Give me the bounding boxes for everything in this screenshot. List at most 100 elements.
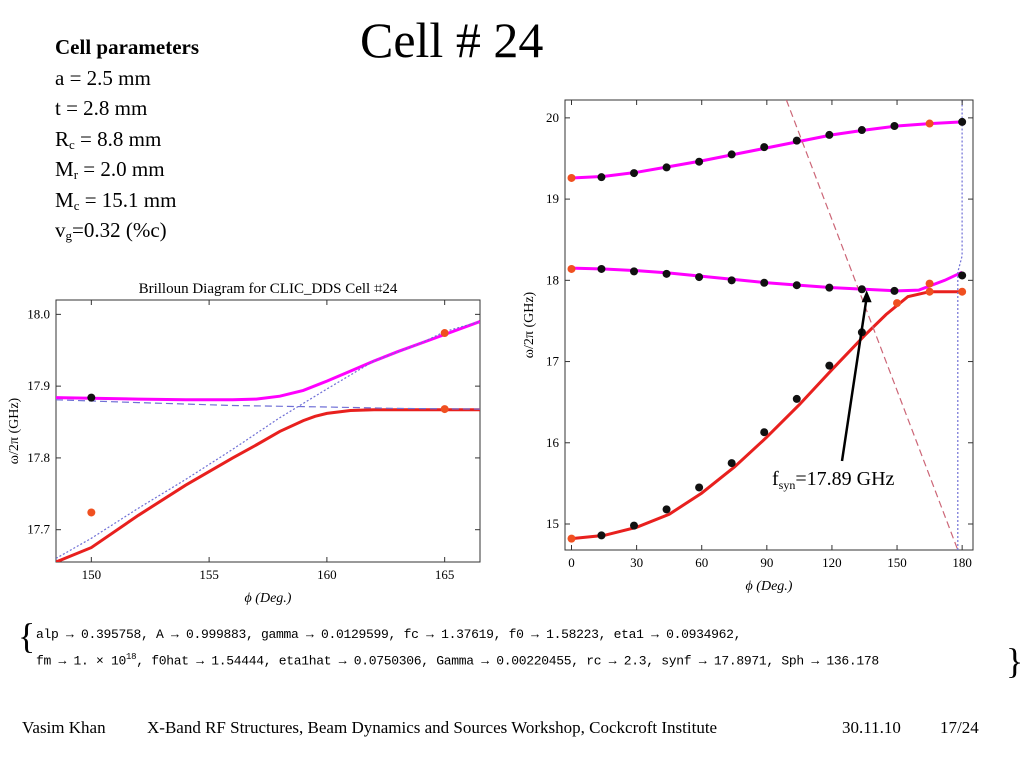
param-name: M	[55, 157, 74, 181]
fit-parameters-line-2: fm → 1. × 1018, f0hat → 1.54444, eta1hat…	[36, 652, 879, 668]
data-point	[440, 329, 449, 338]
x-tick-label: 165	[435, 567, 455, 582]
data-point	[825, 361, 834, 370]
data-point	[792, 136, 801, 145]
data-point	[825, 283, 834, 292]
y-tick-label: 18	[546, 272, 559, 287]
x-tick-label: 160	[317, 567, 337, 582]
cell-parameters-heading: Cell parameters	[55, 35, 200, 59]
param-subscript: c	[69, 136, 75, 152]
x-tick-label: 60	[695, 555, 708, 570]
chart-title: Brilloun Diagram for CLIC_DDS Cell ⌗24	[139, 281, 398, 297]
data-point	[597, 173, 606, 182]
param-name: M	[55, 187, 74, 212]
data-point	[567, 173, 576, 182]
data-point	[760, 278, 769, 287]
plot-area	[567, 100, 967, 550]
param-row: Mc = 15.1 mm	[55, 185, 199, 216]
x-tick-label: 0	[568, 555, 575, 570]
data-point	[825, 130, 834, 139]
y-tick-label: 17.8	[27, 450, 50, 465]
fit-fm-value: fm → 1. × 10	[36, 653, 127, 669]
y-axis-label: ω/2π (GHz)	[522, 291, 537, 358]
footer-author: Vasim Khan	[22, 718, 106, 737]
y-tick-label: 17	[546, 354, 560, 369]
x-tick-label: 150	[887, 555, 907, 570]
param-name: t	[55, 96, 61, 120]
annotation-arrowhead	[861, 290, 872, 303]
data-point	[87, 508, 96, 517]
data-point	[597, 264, 606, 273]
param-value: = 2.5 mm	[64, 65, 151, 90]
dispersion-chart: 0 30 60 90 120 150 180 15 16 17 18 19 20 ϕ (Deg.) ω/2π…	[522, 99, 974, 594]
y-tick-label: 17.7	[27, 522, 50, 537]
fit-fm-exponent: 18	[126, 652, 137, 662]
series-first-band-fit	[571, 290, 963, 541]
data-point	[792, 281, 801, 290]
x-tick-label: 90	[760, 555, 773, 570]
plot-frame	[55, 299, 481, 563]
x-axis-label: ϕ (Deg.)	[746, 579, 793, 594]
data-point	[567, 534, 576, 543]
data-point	[893, 299, 902, 308]
fit-close-brace: }	[1006, 641, 1024, 681]
fit-parameters-line-1: alp → 0.395758, A → 0.999883, gamma → 0.…	[36, 627, 742, 642]
data-point	[958, 287, 967, 296]
plot-frame	[564, 99, 974, 551]
param-row: Rc = 8.8 mm	[55, 124, 199, 155]
footer-date: 30.11.10	[842, 718, 901, 737]
x-tick-label: 30	[630, 555, 643, 570]
param-row: a = 2.5 mm	[55, 63, 199, 94]
data-point	[727, 276, 736, 285]
param-list: a = 2.5 mm t = 2.8 mm Rc = 8.8 mm Mr = 2.0 …	[55, 63, 199, 246]
plot-area	[56, 320, 480, 562]
data-point	[792, 394, 801, 403]
series-uncoupled-mode	[56, 399, 480, 410]
data-point	[695, 273, 704, 282]
x-tick-label: 120	[822, 555, 842, 570]
data-point	[727, 459, 736, 468]
y-tick-label: 17.9	[27, 378, 50, 393]
series-light-line	[785, 100, 959, 550]
data-point	[567, 264, 576, 273]
data-point	[630, 521, 639, 530]
param-name: v	[55, 218, 66, 242]
data-point	[440, 405, 449, 414]
data-point	[890, 286, 899, 295]
param-row: vg=0.32 (%c)	[55, 215, 199, 246]
param-value: = 2.0 mm	[78, 157, 165, 181]
data-point	[662, 163, 671, 172]
data-point	[630, 267, 639, 276]
series-lower-fit	[56, 408, 480, 562]
data-point	[727, 150, 736, 159]
data-point	[857, 285, 866, 294]
y-axis-label: ω/2π (GHz)	[7, 397, 22, 464]
data-point	[925, 119, 934, 128]
y-tick-label: 18.0	[27, 306, 50, 321]
x-tick-label: 155	[199, 567, 219, 582]
data-point	[760, 143, 769, 152]
param-name: R	[55, 126, 70, 151]
data-point	[890, 121, 899, 130]
param-row: Mr = 2.0 mm	[55, 154, 199, 185]
x-tick-label: 150	[82, 567, 102, 582]
param-value: = 15.1 mm	[79, 187, 177, 212]
slide-title: Cell # 24	[360, 12, 544, 68]
param-value: = 8.8 mm	[74, 126, 162, 151]
data-point	[87, 393, 96, 402]
y-tick-label: 19	[546, 191, 559, 206]
param-value: =0.32 (%c)	[72, 218, 167, 242]
fit-remaining-values: , f0hat → 1.54444, eta1hat → 0.0750306, …	[136, 653, 879, 669]
data-point	[925, 287, 934, 296]
footer-page-number: 17/24	[940, 718, 979, 737]
data-point	[695, 483, 704, 492]
data-point	[857, 126, 866, 135]
param-row: t = 2.8 mm	[55, 93, 199, 124]
data-point	[925, 279, 934, 288]
x-axis-label: ϕ (Deg.)	[245, 591, 292, 606]
data-point	[630, 169, 639, 178]
param-name: a	[55, 65, 65, 90]
y-tick-label: 20	[546, 110, 559, 125]
param-subscript: c	[73, 197, 80, 213]
brillouin-zoom-chart: Brilloun Diagram for CLIC_DDS Cell ⌗24 15…	[7, 281, 481, 606]
